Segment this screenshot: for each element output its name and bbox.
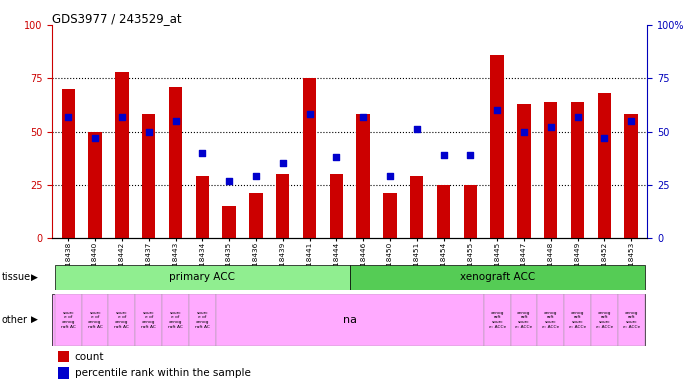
Bar [349, 265, 644, 290]
Point [465, 152, 476, 158]
Bar [223, 206, 236, 238]
Bar [330, 174, 343, 238]
Text: xenog
raft
sourc
e: ACCe: xenog raft sourc e: ACCe [515, 311, 532, 329]
Bar [624, 114, 638, 238]
Text: sourc
e of
xenog
raft AC: sourc e of xenog raft AC [114, 311, 129, 329]
Point [384, 173, 395, 179]
Bar [116, 72, 129, 238]
Text: ▶: ▶ [31, 273, 38, 282]
Text: sourc
e of
xenog
raft AC: sourc e of xenog raft AC [195, 311, 209, 329]
Point [519, 129, 530, 135]
Text: GDS3977 / 243529_at: GDS3977 / 243529_at [52, 12, 182, 25]
Bar [537, 294, 564, 346]
Point [331, 154, 342, 160]
Text: xenograft ACC: xenograft ACC [459, 272, 535, 283]
Text: sourc
e of
xenog
raft AC: sourc e of xenog raft AC [61, 311, 76, 329]
Text: xenog
raft
sourc
e: ACCe: xenog raft sourc e: ACCe [489, 311, 506, 329]
Bar [276, 174, 290, 238]
Text: na: na [342, 314, 357, 325]
Point [599, 135, 610, 141]
Text: xenog
raft
sourc
e: ACCe: xenog raft sourc e: ACCe [596, 311, 613, 329]
Bar [61, 89, 75, 238]
Bar [544, 102, 557, 238]
Text: count: count [74, 352, 104, 362]
Point [491, 107, 503, 113]
Bar [517, 104, 530, 238]
Bar [618, 294, 644, 346]
Bar [464, 185, 477, 238]
Bar [511, 294, 537, 346]
Bar [249, 193, 262, 238]
Bar [196, 176, 209, 238]
Point [143, 129, 155, 135]
Point [170, 118, 181, 124]
Point [358, 114, 369, 120]
Bar [162, 294, 189, 346]
Bar [81, 294, 109, 346]
Bar [55, 294, 81, 346]
Bar [564, 294, 591, 346]
Bar [58, 367, 69, 379]
Bar [383, 193, 397, 238]
Bar [109, 294, 135, 346]
Point [572, 114, 583, 120]
Text: tissue: tissue [1, 272, 31, 283]
Text: ▶: ▶ [31, 315, 38, 324]
Bar [591, 294, 618, 346]
Point [63, 114, 74, 120]
Point [626, 118, 637, 124]
Bar [571, 102, 584, 238]
Bar [88, 132, 102, 238]
Point [438, 152, 449, 158]
Text: xenog
raft
sourc
e: ACCe: xenog raft sourc e: ACCe [569, 311, 586, 329]
Point [277, 161, 288, 167]
Text: primary ACC: primary ACC [169, 272, 235, 283]
Point [304, 111, 315, 118]
Text: sourc
e of
xenog
raft AC: sourc e of xenog raft AC [141, 311, 156, 329]
Text: xenog
raft
sourc
e: ACCe: xenog raft sourc e: ACCe [542, 311, 560, 329]
Point [197, 150, 208, 156]
Bar [356, 114, 370, 238]
Text: xenog
raft
sourc
e: ACCe: xenog raft sourc e: ACCe [622, 311, 640, 329]
Bar [598, 93, 611, 238]
Point [223, 177, 235, 184]
Bar [410, 176, 423, 238]
Point [90, 135, 101, 141]
Text: sourc
e of
xenog
raft AC: sourc e of xenog raft AC [168, 311, 183, 329]
Point [251, 173, 262, 179]
Bar [437, 185, 450, 238]
Bar [58, 351, 69, 362]
Point [411, 126, 422, 132]
Bar [189, 294, 216, 346]
Text: other: other [1, 314, 27, 325]
Bar [142, 114, 155, 238]
Bar [484, 294, 511, 346]
Bar [216, 294, 484, 346]
Point [545, 124, 556, 130]
Text: sourc
e of
xenog
raft AC: sourc e of xenog raft AC [88, 311, 102, 329]
Bar [303, 78, 316, 238]
Bar [55, 265, 349, 290]
Bar [135, 294, 162, 346]
Bar [169, 87, 182, 238]
Point [116, 114, 127, 120]
Text: percentile rank within the sample: percentile rank within the sample [74, 368, 251, 378]
Bar [491, 55, 504, 238]
